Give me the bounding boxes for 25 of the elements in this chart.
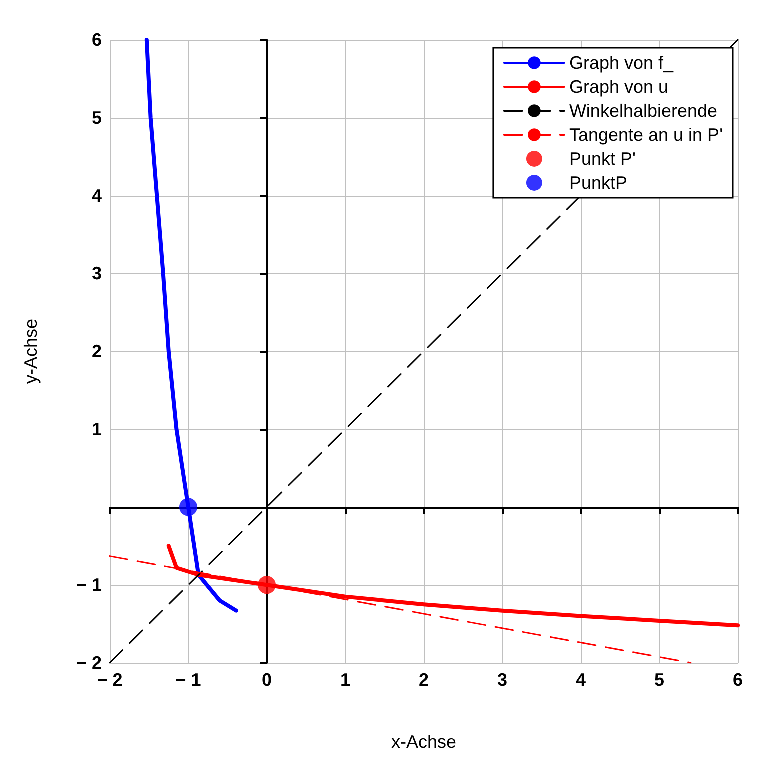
x-tick-label: 3 xyxy=(497,670,508,690)
x-tick-label: − 1 xyxy=(176,670,202,690)
legend-label: Winkelhalbierende xyxy=(569,101,718,121)
x-axis-title: x-Achse xyxy=(391,732,457,752)
x-tick-label: 5 xyxy=(654,670,665,690)
y-tick-label: 2 xyxy=(92,342,102,362)
y-tick-label: 3 xyxy=(92,264,102,284)
y-tick-label: 6 xyxy=(92,30,102,50)
y-tick-label: − 2 xyxy=(76,653,102,673)
y-axis-title: y-Achse xyxy=(21,318,41,384)
x-tick-label: 2 xyxy=(418,670,430,690)
y-tick-label: 1 xyxy=(92,419,102,440)
legend-label: Punkt P' xyxy=(569,149,636,169)
x-tick-label: 4 xyxy=(576,670,586,690)
line-series xyxy=(144,38,238,613)
x-tick-label: 1 xyxy=(340,670,351,690)
y-tick-label: 4 xyxy=(92,186,102,206)
x-tick-label: 0 xyxy=(262,670,272,690)
legend-label: PunktP xyxy=(569,173,628,193)
legend-label: Graph von f_ xyxy=(569,53,674,73)
legend-label: Graph von u xyxy=(569,77,669,97)
y-tick-label: 5 xyxy=(92,108,102,128)
y-tick-label: − 1 xyxy=(76,575,102,596)
legend-label: Tangente an u in P' xyxy=(569,125,724,145)
x-tick-label: 6 xyxy=(732,670,744,690)
